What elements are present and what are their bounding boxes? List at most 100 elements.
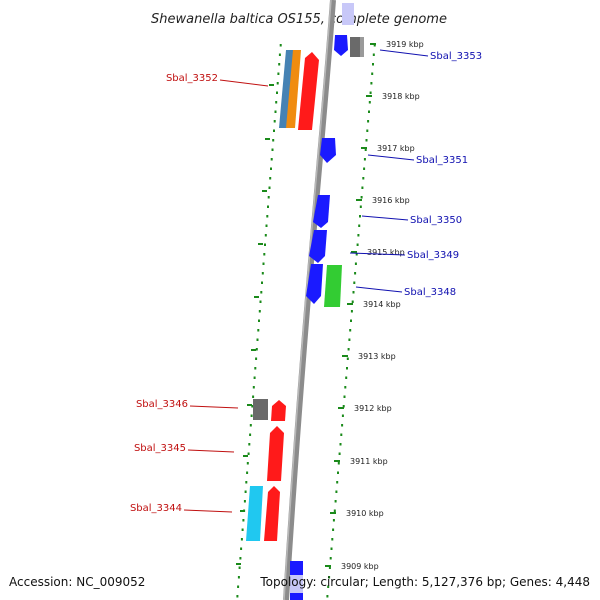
gene-feature[interactable] (246, 486, 263, 541)
guide-dot (269, 177, 272, 180)
gene-label[interactable]: Sbal_3348 (404, 287, 456, 298)
guide-dot (276, 82, 279, 85)
label-connector (379, 49, 429, 57)
gene-feature[interactable] (320, 138, 336, 163)
gene-feature[interactable] (264, 486, 280, 541)
gene-label[interactable]: Sbal_3350 (410, 215, 462, 226)
gene-feature[interactable] (286, 50, 301, 128)
tick-mark (351, 251, 357, 253)
gene-feature[interactable] (290, 575, 303, 593)
guide-dot (252, 386, 255, 389)
tick-label: 3919 kbp (386, 40, 424, 49)
guide-dot (334, 500, 337, 503)
gene-label[interactable]: Sbal_3353 (430, 51, 482, 62)
gene-label[interactable]: Sbal_3345 (134, 443, 186, 454)
tick-label: 3912 kbp (354, 404, 392, 413)
tick-mark (361, 147, 367, 149)
tick-mark (356, 199, 362, 201)
gene-feature[interactable] (267, 426, 284, 481)
guide-dot (266, 215, 269, 218)
label-connector (355, 286, 403, 293)
right-track-guide (326, 44, 376, 598)
guide-dot (274, 110, 277, 113)
guide-dot (368, 110, 370, 113)
guide-dot (342, 405, 345, 408)
guide-dot (328, 576, 331, 579)
guide-dot (336, 481, 339, 484)
map-title: Shewanella baltica OS155, complete genom… (151, 12, 447, 27)
gene-label[interactable]: Sbal_3349 (407, 250, 459, 261)
guide-dot (243, 500, 246, 503)
tick-label: 3917 kbp (377, 144, 415, 153)
gene-feature[interactable] (306, 264, 323, 304)
guide-dot (373, 44, 376, 47)
guide-dot (237, 576, 240, 579)
guide-dot (371, 72, 374, 75)
guide-dot (244, 490, 247, 493)
tick-mark (342, 355, 348, 357)
gene-label[interactable]: Sbal_3351 (416, 155, 468, 166)
guide-dot (363, 158, 366, 161)
guide-dot (258, 319, 260, 322)
gene-label[interactable]: Sbal_3352 (166, 73, 218, 84)
guide-dot (257, 329, 260, 332)
guide-dot (333, 509, 336, 512)
gene-feature[interactable] (360, 37, 364, 57)
guide-dot (278, 53, 281, 56)
label-connector (361, 215, 409, 221)
guide-dot (255, 357, 258, 360)
guide-dot (331, 538, 334, 541)
guide-dot (265, 224, 268, 227)
guide-dot (339, 443, 342, 446)
guide-dot (254, 367, 257, 370)
guide-dot (276, 91, 278, 94)
guide-dot (353, 281, 356, 284)
guide-dot (359, 215, 361, 218)
gene-feature[interactable] (279, 50, 294, 128)
guide-dot (253, 376, 256, 379)
tick-label: 3914 kbp (363, 300, 401, 309)
guide-dot (354, 272, 357, 275)
guide-dot (346, 367, 348, 370)
guide-dash (269, 84, 274, 86)
guide-dot (327, 585, 330, 588)
gene-feature[interactable] (324, 265, 342, 307)
gene-feature[interactable] (334, 35, 348, 56)
gene-feature[interactable] (253, 399, 268, 420)
gene-label[interactable]: Sbal_3344 (130, 503, 182, 514)
guide-dot (242, 519, 245, 522)
guide-dash (251, 349, 256, 351)
tick-mark (330, 512, 336, 514)
guide-dot (237, 585, 240, 588)
guide-dot (256, 338, 259, 341)
guide-dot (263, 253, 266, 256)
gene-feature[interactable] (342, 3, 354, 25)
tick-label: 3916 kbp (372, 196, 410, 205)
gene-feature[interactable] (298, 52, 319, 130)
guide-dot (350, 310, 353, 313)
guide-dot (250, 414, 253, 417)
guide-dot (251, 405, 254, 408)
guide-dot (332, 519, 335, 522)
tick-label: 3909 kbp (341, 562, 379, 571)
guide-dot (344, 386, 347, 389)
guide-dot (369, 91, 372, 94)
guide-dot (372, 63, 374, 66)
gene-feature[interactable] (309, 230, 327, 263)
guide-dot (262, 262, 265, 265)
guide-dot (350, 319, 352, 322)
guide-dot (362, 177, 365, 180)
guide-dot (368, 101, 371, 104)
guide-dot (352, 291, 355, 294)
gene-feature[interactable] (271, 400, 286, 421)
guide-dot (372, 53, 375, 56)
gene-feature[interactable] (313, 195, 330, 228)
guide-dot (351, 300, 354, 303)
tick-label: 3918 kbp (382, 92, 420, 101)
guide-dot (267, 205, 269, 208)
guide-dot (279, 44, 282, 47)
guide-dot (277, 72, 280, 75)
gene-label[interactable]: Sbal_3346 (136, 399, 188, 410)
guide-dot (341, 424, 344, 427)
guide-dash (243, 455, 248, 457)
